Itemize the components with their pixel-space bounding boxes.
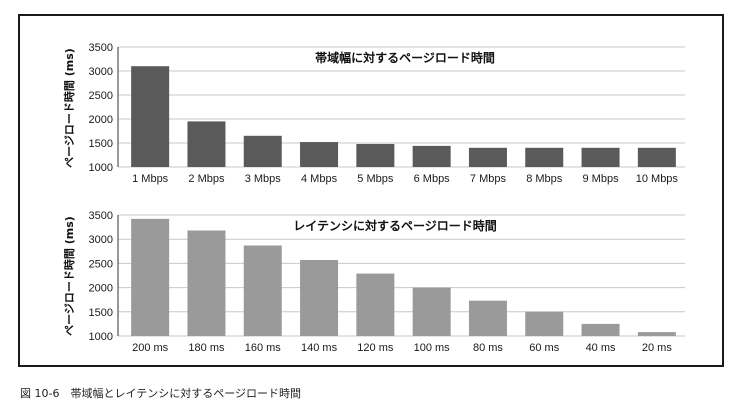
bar <box>356 143 395 167</box>
y-tick-label: 1500 <box>89 307 113 319</box>
x-tick-label: 160 ms <box>245 342 282 354</box>
x-tick-label: 40 ms <box>586 342 616 354</box>
bar <box>581 147 620 167</box>
bar <box>637 332 676 336</box>
y-axis-label: ページロード時間 (ms) <box>62 216 76 336</box>
y-tick-label: 1500 <box>89 138 113 150</box>
y-tick-label: 3500 <box>89 210 113 222</box>
x-tick-label: 6 Mbps <box>414 173 451 185</box>
bar <box>131 218 170 336</box>
y-tick-label: 2000 <box>89 283 113 295</box>
y-tick-label: 1000 <box>89 162 113 174</box>
charts-svg: ページロード時間 (ms) 1000 1500 2000 2500 3000 3500 1 … <box>62 42 685 354</box>
bar <box>525 147 564 167</box>
bar <box>525 311 564 336</box>
bar <box>243 135 282 167</box>
chart-title: レイテンシに対するページロード時間 <box>293 218 497 233</box>
bar <box>412 287 451 336</box>
bar <box>243 245 282 336</box>
bar <box>187 121 226 167</box>
x-tick-label: 20 ms <box>642 342 672 354</box>
x-tick-label: 140 ms <box>301 342 338 354</box>
x-tick-label: 60 ms <box>529 342 559 354</box>
bar <box>131 66 170 167</box>
y-tick-label: 3500 <box>89 42 113 54</box>
x-tick-label: 7 Mbps <box>470 173 507 185</box>
x-tick-label: 120 ms <box>357 342 394 354</box>
x-tick-label: 9 Mbps <box>583 173 620 185</box>
y-tick-label: 2000 <box>89 114 113 126</box>
bar <box>300 260 339 336</box>
x-tick-label: 1 Mbps <box>132 173 169 185</box>
x-tick-label: 5 Mbps <box>357 173 394 185</box>
y-tick-label: 2500 <box>89 258 113 270</box>
x-tick-label: 180 ms <box>188 342 225 354</box>
y-tick-label: 2500 <box>89 90 113 102</box>
x-tick-label: 4 Mbps <box>301 173 338 185</box>
bar <box>468 147 507 167</box>
y-tick-label: 3000 <box>89 234 113 246</box>
chart-title: 帯域幅に対するページロード時間 <box>315 50 495 65</box>
y-axis-label: ページロード時間 (ms) <box>62 48 76 168</box>
x-tick-label: 3 Mbps <box>245 173 282 185</box>
bar <box>300 142 339 167</box>
x-tick-label: 100 ms <box>414 342 451 354</box>
chart-latency: ページロード時間 (ms) 1000 1500 2000 2500 3000 3500 20… <box>62 210 685 354</box>
bar <box>356 273 395 336</box>
y-tick-label: 1000 <box>89 331 113 343</box>
x-tick-label: 2 Mbps <box>188 173 225 185</box>
figure-caption: 図 10-6 帯域幅とレイテンシに対するページロード時間 <box>20 387 302 400</box>
x-tick-label: 80 ms <box>473 342 503 354</box>
bar <box>637 147 676 167</box>
bar <box>412 145 451 167</box>
y-tick-label: 3000 <box>89 66 113 78</box>
bar <box>581 323 620 336</box>
bar <box>187 230 226 336</box>
x-tick-label: 10 Mbps <box>636 173 679 185</box>
bar <box>468 300 507 336</box>
x-tick-label: 200 ms <box>132 342 169 354</box>
chart-bandwidth: ページロード時間 (ms) 1000 1500 2000 2500 3000 3500 1 … <box>62 42 685 185</box>
x-tick-label: 8 Mbps <box>526 173 563 185</box>
